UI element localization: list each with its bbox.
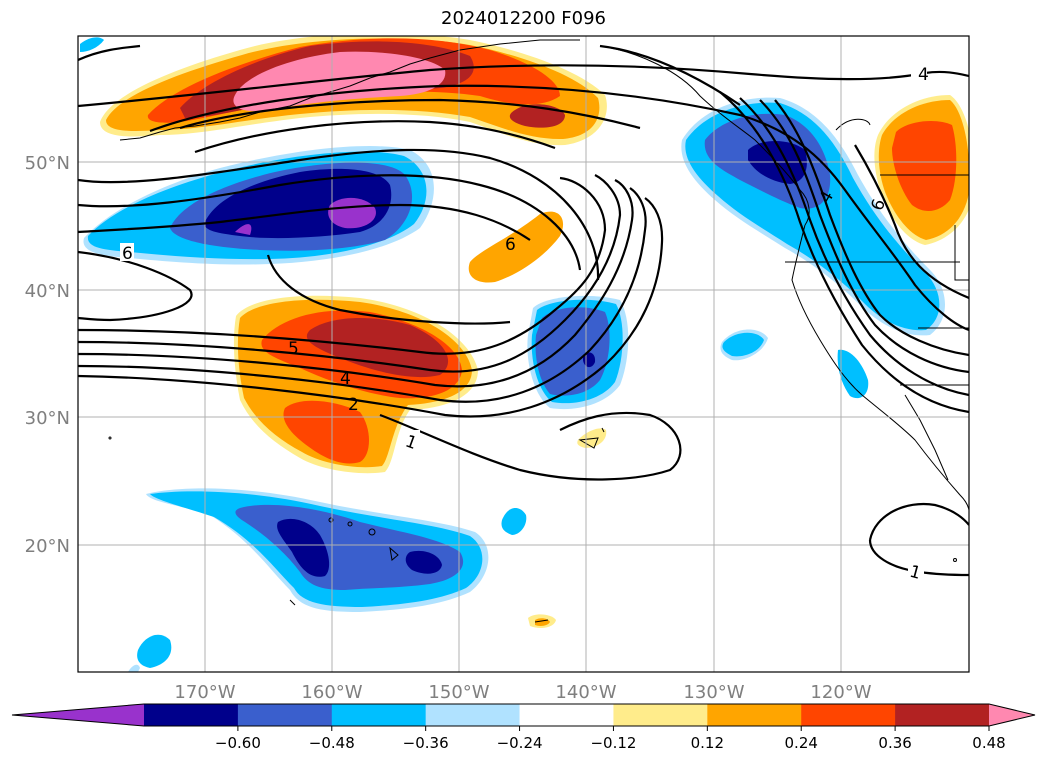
colorbar-tick-label: 0.36 <box>878 734 911 752</box>
colorbar-tick-label: −0.60 <box>215 734 261 752</box>
colorbar-segment <box>144 704 239 726</box>
colorbar-tick-label: 0.48 <box>972 734 1005 752</box>
colorbar-segment <box>613 704 708 726</box>
contour-label: 6 <box>122 244 133 264</box>
colorbar-segment <box>895 704 990 726</box>
lat-label: 20°N <box>25 536 70 557</box>
negative-anomaly-north-pacific <box>83 146 434 265</box>
colorbar-segment <box>801 704 896 726</box>
positive-anomaly-interior-west <box>874 95 969 245</box>
lat-label: 30°N <box>25 408 70 429</box>
longitude-labels: 170°W 160°W 150°W 140°W 130°W 120°W <box>174 682 871 703</box>
lon-label: 130°W <box>683 682 744 703</box>
colorbar-segment <box>331 704 427 726</box>
contour-label: 1 <box>907 562 923 584</box>
map-title: 2024012200 F096 <box>441 8 606 29</box>
colorbar-segment <box>425 704 521 726</box>
colorbar-tick-label: 0.24 <box>785 734 818 752</box>
lon-label: 120°W <box>810 682 871 703</box>
positive-anomaly-small <box>468 211 564 283</box>
contour-lines <box>78 44 969 577</box>
contour-label: 5 <box>288 339 299 359</box>
lon-label: 160°W <box>301 682 362 703</box>
contour-label: 2 <box>348 395 359 415</box>
lon-label: 170°W <box>174 682 235 703</box>
colorbar-extend-min <box>12 704 144 726</box>
map-area: 4 4 6 6 6 5 4 2 1 1 <box>78 36 969 672</box>
colorbar-segment <box>519 704 614 726</box>
contour-label: 4 <box>918 65 929 85</box>
lat-label: 40°N <box>25 281 70 302</box>
lon-label: 150°W <box>428 682 489 703</box>
contour-label: 6 <box>505 235 516 255</box>
map-frame <box>77 35 970 673</box>
colorbar: −0.60 −0.48 −0.36 −0.24 −0.12 0.12 0.24 0.36 0.4… <box>11 703 1036 752</box>
colorbar-tick-label: −0.36 <box>403 734 449 752</box>
negative-anomaly-east-pacific <box>527 295 629 410</box>
colorbar-segment <box>707 704 802 726</box>
colorbar-tick-label: −0.48 <box>309 734 355 752</box>
lat-label: 50°N <box>25 153 70 174</box>
colorbar-extend-max <box>989 704 1035 726</box>
colorbar-tick-label: −0.24 <box>497 734 543 752</box>
colorbar-tick-label: −0.12 <box>590 734 636 752</box>
contour-label: 4 <box>340 369 351 389</box>
latitude-labels: 50°N 40°N 30°N 20°N <box>25 153 70 557</box>
lon-label: 140°W <box>555 682 616 703</box>
negative-anomaly-hawaii <box>146 488 489 612</box>
colorbar-tick-label: 0.12 <box>691 734 724 752</box>
contour-labels: 4 4 6 6 6 5 4 2 1 1 <box>120 62 929 584</box>
colorbar-outline <box>11 703 1036 727</box>
colorbar-segment <box>237 704 333 726</box>
